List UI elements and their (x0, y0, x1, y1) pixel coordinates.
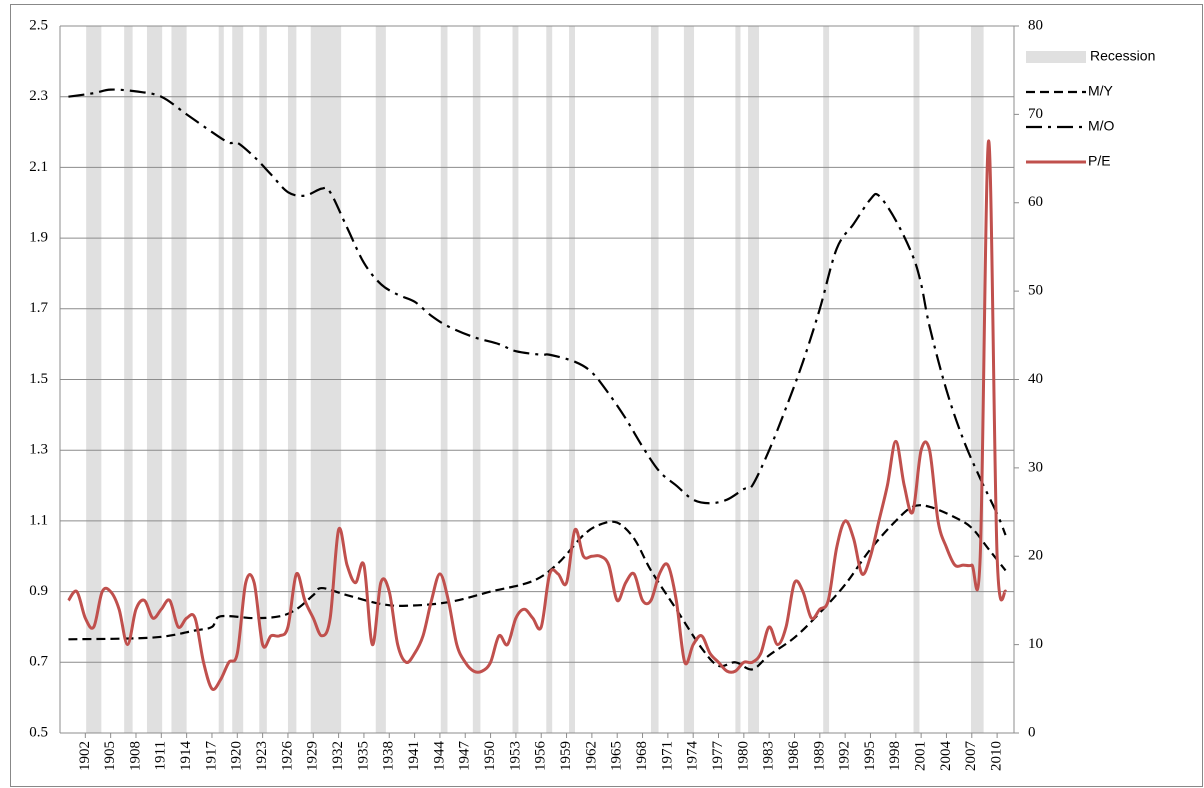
x-tick-label: 1932 (330, 741, 346, 771)
x-tick-label: 1911 (153, 741, 169, 770)
x-tick-label: 1914 (178, 741, 194, 772)
y2-tick-label: 30 (1028, 459, 1043, 475)
x-tick-label: 1950 (482, 741, 498, 771)
y-tick-label: 2.3 (29, 88, 48, 104)
y2-tick-label: 40 (1028, 371, 1043, 387)
legend-label: P/E (1088, 153, 1111, 169)
x-tick-label: 2010 (989, 741, 1005, 771)
x-tick-label: 1917 (203, 741, 219, 772)
x-tick-label: 1959 (558, 741, 574, 771)
x-tick-label: 1920 (229, 741, 245, 771)
y-tick-label: 1.5 (29, 371, 48, 387)
y2-tick-label: 10 (1028, 636, 1043, 652)
x-tick-label: 1968 (634, 741, 650, 771)
x-tick-label: 1980 (735, 741, 751, 771)
y-tick-label: 1.7 (29, 300, 48, 316)
y2-tick-label: 20 (1028, 548, 1043, 564)
y2-tick-label: 80 (1028, 17, 1043, 33)
series-line (68, 504, 1007, 671)
series-line (68, 88, 1007, 536)
y2-tick-label: 60 (1028, 194, 1043, 210)
x-tick-label: 1983 (761, 741, 777, 771)
y2-tick-label: 0 (1028, 724, 1036, 740)
chart-border (10, 4, 1203, 787)
x-tick-label: 1986 (786, 741, 802, 772)
x-tick-label: 2001 (913, 741, 929, 771)
y-tick-label: 1.1 (29, 512, 48, 528)
x-tick-label: 1962 (583, 741, 599, 771)
x-tick-label: 1938 (381, 741, 397, 771)
legend-label: M/Y (1088, 83, 1114, 99)
y2-tick-label: 50 (1028, 283, 1043, 299)
x-tick-label: 1902 (77, 741, 93, 771)
x-tick-label: 2007 (963, 741, 979, 772)
x-tick-label: 1965 (609, 741, 625, 771)
y2-tick-label: 70 (1028, 106, 1043, 122)
y-tick-label: 2.1 (29, 159, 48, 175)
x-tick-label: 1908 (127, 741, 143, 771)
x-tick-label: 1992 (837, 741, 853, 771)
x-tick-label: 1926 (279, 741, 295, 772)
x-tick-label: 1989 (811, 741, 827, 771)
x-tick-label: 1953 (507, 741, 523, 771)
x-tick-label: 1956 (533, 741, 549, 772)
y-tick-label: 1.3 (29, 442, 48, 458)
y-tick-label: 1.9 (29, 230, 48, 246)
x-tick-label: 1941 (406, 741, 422, 771)
legend-label: Recession (1090, 48, 1155, 64)
x-tick-label: 1923 (254, 741, 270, 771)
x-tick-label: 1974 (685, 741, 701, 772)
x-tick-label: 1977 (710, 741, 726, 772)
y-tick-label: 0.7 (29, 654, 48, 670)
y-tick-label: 0.9 (29, 583, 48, 599)
series-line (67, 139, 1008, 691)
y-tick-label: 0.5 (29, 724, 48, 740)
legend-swatch (1026, 51, 1086, 63)
x-tick-label: 1935 (355, 741, 371, 771)
y-tick-label: 2.5 (29, 17, 48, 33)
x-tick-label: 1971 (659, 741, 675, 771)
x-tick-label: 1995 (862, 741, 878, 771)
x-tick-label: 1944 (431, 741, 447, 772)
x-tick-label: 2004 (938, 741, 954, 772)
legend-label: M/O (1088, 118, 1115, 134)
x-tick-label: 1998 (887, 741, 903, 771)
x-tick-label: 1947 (457, 741, 473, 772)
x-tick-label: 1905 (102, 741, 118, 771)
x-tick-label: 1929 (305, 741, 321, 771)
